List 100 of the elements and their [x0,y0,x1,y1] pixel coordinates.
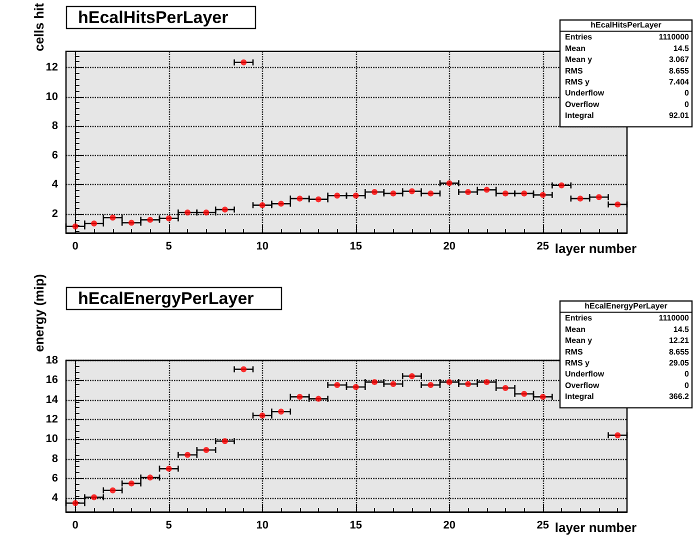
y-tick-label: 8 [52,452,58,465]
point [521,390,528,397]
y-tick-label: 14 [46,394,59,406]
x-tick-label: 0 [72,520,78,532]
point [446,379,452,386]
point [128,220,134,226]
y-tick-label: 10 [46,433,58,446]
text: RMS y 7.404 [565,78,689,86]
point [296,394,303,400]
x-tick-label: 5 [166,240,172,252]
point [110,214,116,221]
point [372,188,378,195]
text: Mean y 3.067 [565,55,689,64]
point [577,196,584,202]
y-tick-label: 18 [46,354,58,366]
y-tick-label: 4 [52,492,59,504]
y-tick-label: 4 [52,178,59,191]
point [465,381,472,388]
text: RMS y 29.05 [565,358,689,368]
x-tick-label: 25 [536,240,549,252]
text: Underflow 0 [565,370,689,379]
point [352,384,359,390]
point [372,379,378,386]
point [203,210,210,216]
point [558,182,565,188]
point [147,216,154,223]
point [614,201,621,208]
point [184,210,191,216]
point [278,200,284,207]
point [484,379,490,386]
text: Integral 92.01 [565,111,689,120]
point [596,194,602,200]
point [240,366,247,372]
y-tick-label: 2 [52,208,58,220]
x-tick-label: 20 [443,520,456,532]
text: Entries 1110000 [565,32,689,42]
point [72,223,78,230]
point [540,192,546,198]
y-tick-label: 16 [46,374,58,386]
text: hEcalHitsPerLayer [590,20,662,30]
point [166,466,172,472]
point [222,438,228,444]
text: RMS 8.655 [565,347,689,356]
point [465,188,472,195]
point [315,196,322,202]
text: RMS 8.655 [565,66,689,76]
point [334,382,340,388]
point [166,215,172,222]
point [352,192,359,199]
text: Integral 366.2 [565,392,689,402]
point [390,381,396,388]
text: Underflow 0 [565,88,689,98]
y-tick-label: 12 [46,413,58,426]
x-tick-label: 0 [72,240,78,252]
point [408,188,415,194]
y-tick-label: 6 [52,149,58,162]
point [110,487,116,494]
point [540,394,546,400]
y-axis-title: energy (mip) [31,274,46,352]
point [428,190,434,196]
point [259,202,266,208]
point [408,373,415,380]
point [614,432,621,438]
point [446,180,452,186]
x-axis-title: layer number [554,520,637,535]
y-tick-label: 8 [52,120,58,132]
point [91,494,98,500]
point [484,186,490,193]
point [296,196,303,202]
chart-title: hEcalHitsPerLayer [78,8,229,27]
point [91,220,98,226]
point [502,190,508,196]
x-tick-label: 15 [350,240,362,252]
point [147,474,154,481]
point [278,408,284,415]
point [72,500,78,506]
chart-title: hEcalEnergyPerLayer [78,289,254,308]
y-tick-label: 10 [46,90,58,103]
point [184,452,191,458]
point [222,206,228,213]
text: hEcalEnergyPerLayer [584,302,668,310]
point [521,190,528,196]
text: Entries 1110000 [565,314,689,323]
text: Overflow 0 [565,100,689,109]
x-axis-title: layer number [554,241,637,256]
x-tick-label: 5 [166,520,172,532]
x-tick-label: 25 [536,520,549,532]
point [334,192,340,199]
x-tick-label: 10 [256,240,268,252]
text: Mean y 12.21 [565,336,689,346]
point [203,446,210,453]
point [128,480,134,486]
x-tick-label: 15 [350,520,362,532]
x-tick-label: 20 [443,240,456,252]
y-tick-label: 6 [52,472,58,485]
point [428,382,434,388]
point [390,190,396,196]
point [502,384,508,391]
text: Mean 14.5 [565,324,689,334]
point [315,396,322,402]
